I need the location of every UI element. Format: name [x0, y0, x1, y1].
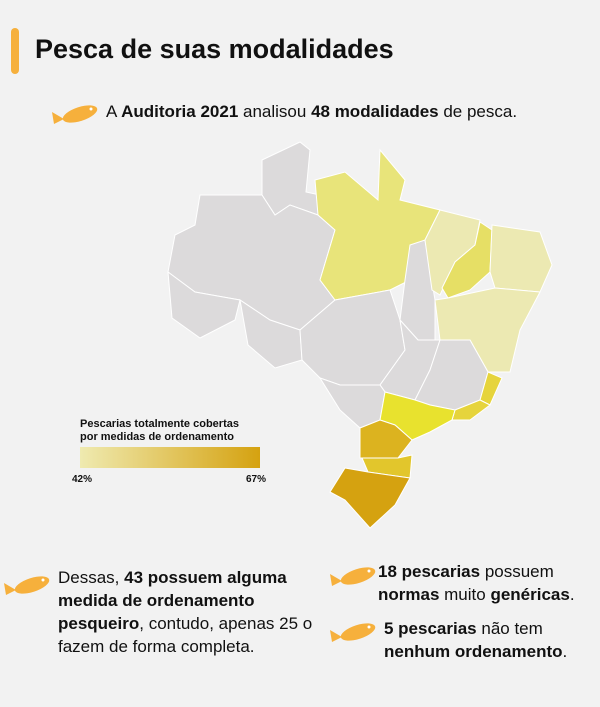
note: 18 pescarias possuem normas muito genéri… [378, 560, 593, 606]
text: normas [378, 585, 440, 604]
fish-icon [330, 619, 378, 645]
title: Pesca de suas modalidades [35, 34, 394, 64]
text: 5 pescarias [384, 619, 477, 638]
fish-icon [4, 572, 52, 598]
text: de pesca. [438, 102, 518, 121]
note: 5 pescarias não tem nenhum ordenamento. [384, 617, 594, 663]
fish-icon [330, 563, 378, 589]
state [318, 377, 386, 429]
text: genéricas [490, 585, 570, 604]
text: muito [439, 585, 491, 604]
text: 18 pescarias [378, 562, 481, 581]
text: A [106, 102, 122, 121]
state [434, 287, 541, 373]
text: Dessas, [58, 568, 125, 587]
state [167, 270, 241, 339]
text: 43 possuem alguma medida de ordenamento … [58, 568, 287, 633]
intro: A Auditoria 2021 analisou 48 modalidades… [106, 100, 517, 123]
text: , contudo, apenas 25 o fazem de forma co… [58, 614, 313, 656]
text: possuem [480, 562, 554, 581]
state [359, 419, 413, 459]
text: não tem [476, 619, 543, 638]
text: . [562, 642, 568, 661]
state [489, 224, 553, 293]
note: Dessas, 43 possuem alguma medida de orde… [58, 566, 328, 658]
text: Pescarias totalmente cobertas [80, 418, 239, 430]
legend-gradient [80, 447, 260, 468]
legend-min: 42% [72, 474, 93, 485]
legend-title: Pescarias totalmente cobertas por medida… [80, 418, 239, 444]
text: Auditoria 2021 [121, 102, 239, 121]
text: 48 modalidades [311, 102, 439, 121]
map [167, 141, 553, 529]
text: nenhum ordenamento [384, 642, 563, 661]
title-accent [11, 28, 19, 74]
state [361, 454, 413, 479]
text: por medidas de ordenamento [80, 431, 235, 443]
text: . [569, 585, 575, 604]
legend-max: 67% [246, 474, 267, 485]
state [261, 141, 321, 216]
state [329, 467, 411, 529]
fish-icon [52, 101, 100, 127]
text: analisou [238, 102, 312, 121]
